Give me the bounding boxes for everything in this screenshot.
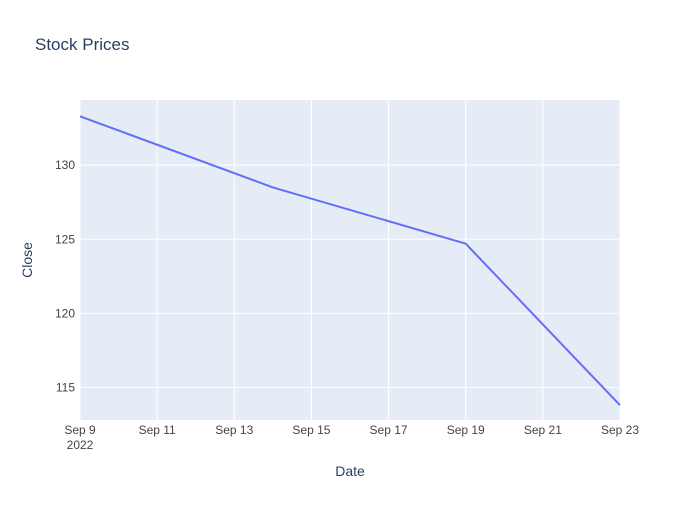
x-tick-label: Sep 17	[370, 423, 408, 437]
x-tick-label: Sep 11	[139, 423, 176, 437]
y-tick-label: 120	[55, 306, 75, 320]
x-tick-label: Sep 19	[447, 423, 485, 437]
x-tick-label: Sep 21	[524, 423, 562, 437]
chart-title: Stock Prices	[35, 35, 129, 54]
x-tick-label: Sep 23	[601, 423, 639, 437]
x-tick-label: Sep 13	[215, 423, 253, 437]
y-axis-label: Close	[19, 242, 35, 278]
x-tick-year-label: 2022	[67, 438, 94, 452]
y-tick-label: 125	[55, 232, 75, 246]
y-tick-label: 130	[55, 158, 75, 172]
y-axis-ticks: 115 120 125 130	[55, 158, 75, 394]
y-tick-label: 115	[56, 380, 75, 394]
plot-area	[80, 100, 620, 420]
x-tick-label: Sep 15	[292, 423, 330, 437]
x-axis-label: Date	[335, 463, 365, 479]
x-tick-label: Sep 9	[64, 423, 96, 437]
